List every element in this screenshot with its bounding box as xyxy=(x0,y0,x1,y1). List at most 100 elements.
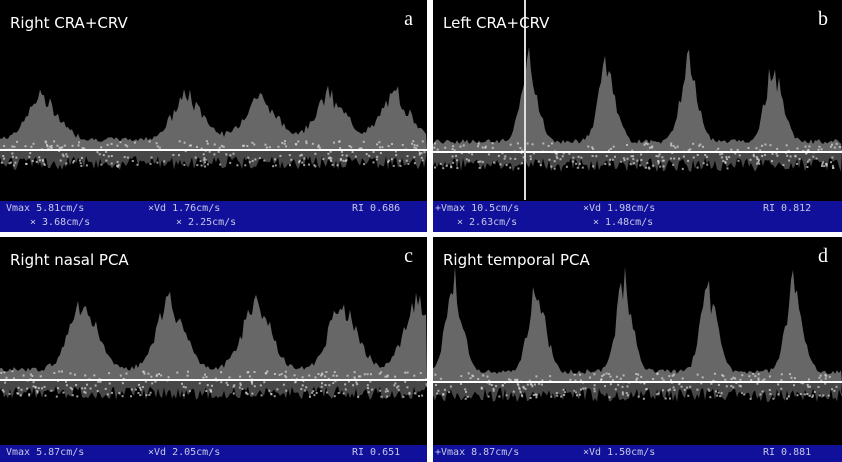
waveform-part xyxy=(818,394,821,397)
waveform-part xyxy=(732,376,735,379)
waveform-part xyxy=(155,142,158,145)
waveform-part xyxy=(303,164,306,167)
waveform-part xyxy=(232,392,235,395)
waveform-part xyxy=(289,164,291,167)
waveform-part xyxy=(761,379,764,382)
waveform-part xyxy=(187,370,189,373)
waveform-part xyxy=(529,155,532,158)
waveform-part xyxy=(808,158,811,161)
waveform-part xyxy=(268,389,271,392)
waveform-part xyxy=(747,147,750,149)
waveform-part xyxy=(348,145,351,147)
waveform-part xyxy=(820,148,823,151)
waveform-part xyxy=(676,145,679,148)
waveform-part xyxy=(451,148,454,151)
waveform-part xyxy=(610,147,612,150)
waveform-part xyxy=(780,379,783,382)
waveform-part xyxy=(263,381,266,384)
waveform-part xyxy=(518,386,521,389)
waveform-part xyxy=(80,165,83,167)
waveform-part xyxy=(686,386,689,389)
waveform-part xyxy=(110,162,113,165)
waveform-part xyxy=(260,394,263,397)
waveform-part xyxy=(105,159,108,162)
waveform-part xyxy=(244,164,247,167)
waveform-part xyxy=(835,385,838,388)
waveform-part xyxy=(657,162,660,165)
waveform-part xyxy=(465,158,468,161)
waveform-part xyxy=(772,397,775,400)
waveform-part xyxy=(661,377,664,380)
waveform-part xyxy=(116,160,119,163)
waveform-part xyxy=(13,145,16,148)
waveform-part xyxy=(294,381,297,384)
waveform-part xyxy=(571,160,574,163)
waveform-part xyxy=(477,142,480,145)
waveform-part xyxy=(717,383,720,386)
waveform-part xyxy=(404,371,407,374)
waveform-part xyxy=(158,146,161,149)
waveform xyxy=(0,291,427,400)
waveform-part xyxy=(85,164,88,167)
waveform-part xyxy=(139,394,142,397)
waveform-part xyxy=(50,147,53,149)
waveform-part xyxy=(232,385,235,388)
waveform-part xyxy=(669,397,671,400)
waveform-part xyxy=(73,160,75,162)
waveform-part xyxy=(700,382,703,385)
waveform-part xyxy=(16,392,19,395)
waveform-part xyxy=(434,166,436,169)
waveform-part xyxy=(763,154,766,156)
waveform-part xyxy=(578,162,581,165)
waveform-part xyxy=(355,381,358,384)
waveform-part xyxy=(379,389,382,392)
waveform-part xyxy=(620,160,622,163)
readout-text: × 1.48cm/s xyxy=(593,217,654,228)
waveform-part xyxy=(573,373,576,376)
waveform-part xyxy=(720,392,723,395)
waveform-part xyxy=(419,372,422,375)
waveform-part xyxy=(398,159,401,162)
waveform-part xyxy=(38,159,41,162)
waveform-part xyxy=(580,156,583,159)
waveform-part xyxy=(827,394,830,397)
waveform-part xyxy=(647,166,650,169)
waveform-part xyxy=(19,394,22,397)
readout-text: RI 0.651 xyxy=(352,447,401,458)
waveform-part xyxy=(73,373,76,376)
panel-letter: c xyxy=(404,245,413,267)
waveform-part xyxy=(752,153,755,156)
waveform-part xyxy=(28,394,31,397)
waveform-part xyxy=(8,392,11,395)
waveform-part xyxy=(798,158,801,160)
waveform-part xyxy=(317,144,320,147)
waveform-part xyxy=(222,145,225,148)
waveform-part xyxy=(680,385,683,388)
waveform-part xyxy=(712,379,715,382)
waveform-part xyxy=(769,144,772,147)
waveform-part xyxy=(17,386,20,389)
waveform-part xyxy=(471,153,474,156)
waveform-part xyxy=(492,389,495,392)
waveform-part xyxy=(796,162,799,165)
waveform-part xyxy=(537,160,540,163)
readout-text: ×Vd 1.98cm/s xyxy=(583,203,656,214)
waveform-part xyxy=(439,377,442,380)
waveform-part xyxy=(782,164,785,167)
waveform-part xyxy=(116,144,119,147)
waveform-part xyxy=(658,153,661,156)
waveform-part xyxy=(636,159,639,162)
waveform-part xyxy=(683,388,686,391)
waveform-part xyxy=(595,155,598,158)
waveform-part xyxy=(83,390,86,393)
waveform-part xyxy=(388,159,391,162)
waveform-part xyxy=(619,377,622,380)
waveform-part xyxy=(330,157,333,160)
waveform-part xyxy=(313,394,316,397)
waveform-part xyxy=(614,155,616,158)
waveform-part xyxy=(367,387,369,390)
waveform-part xyxy=(56,144,59,147)
waveform-part xyxy=(541,379,544,382)
panel-letter: a xyxy=(404,8,413,30)
